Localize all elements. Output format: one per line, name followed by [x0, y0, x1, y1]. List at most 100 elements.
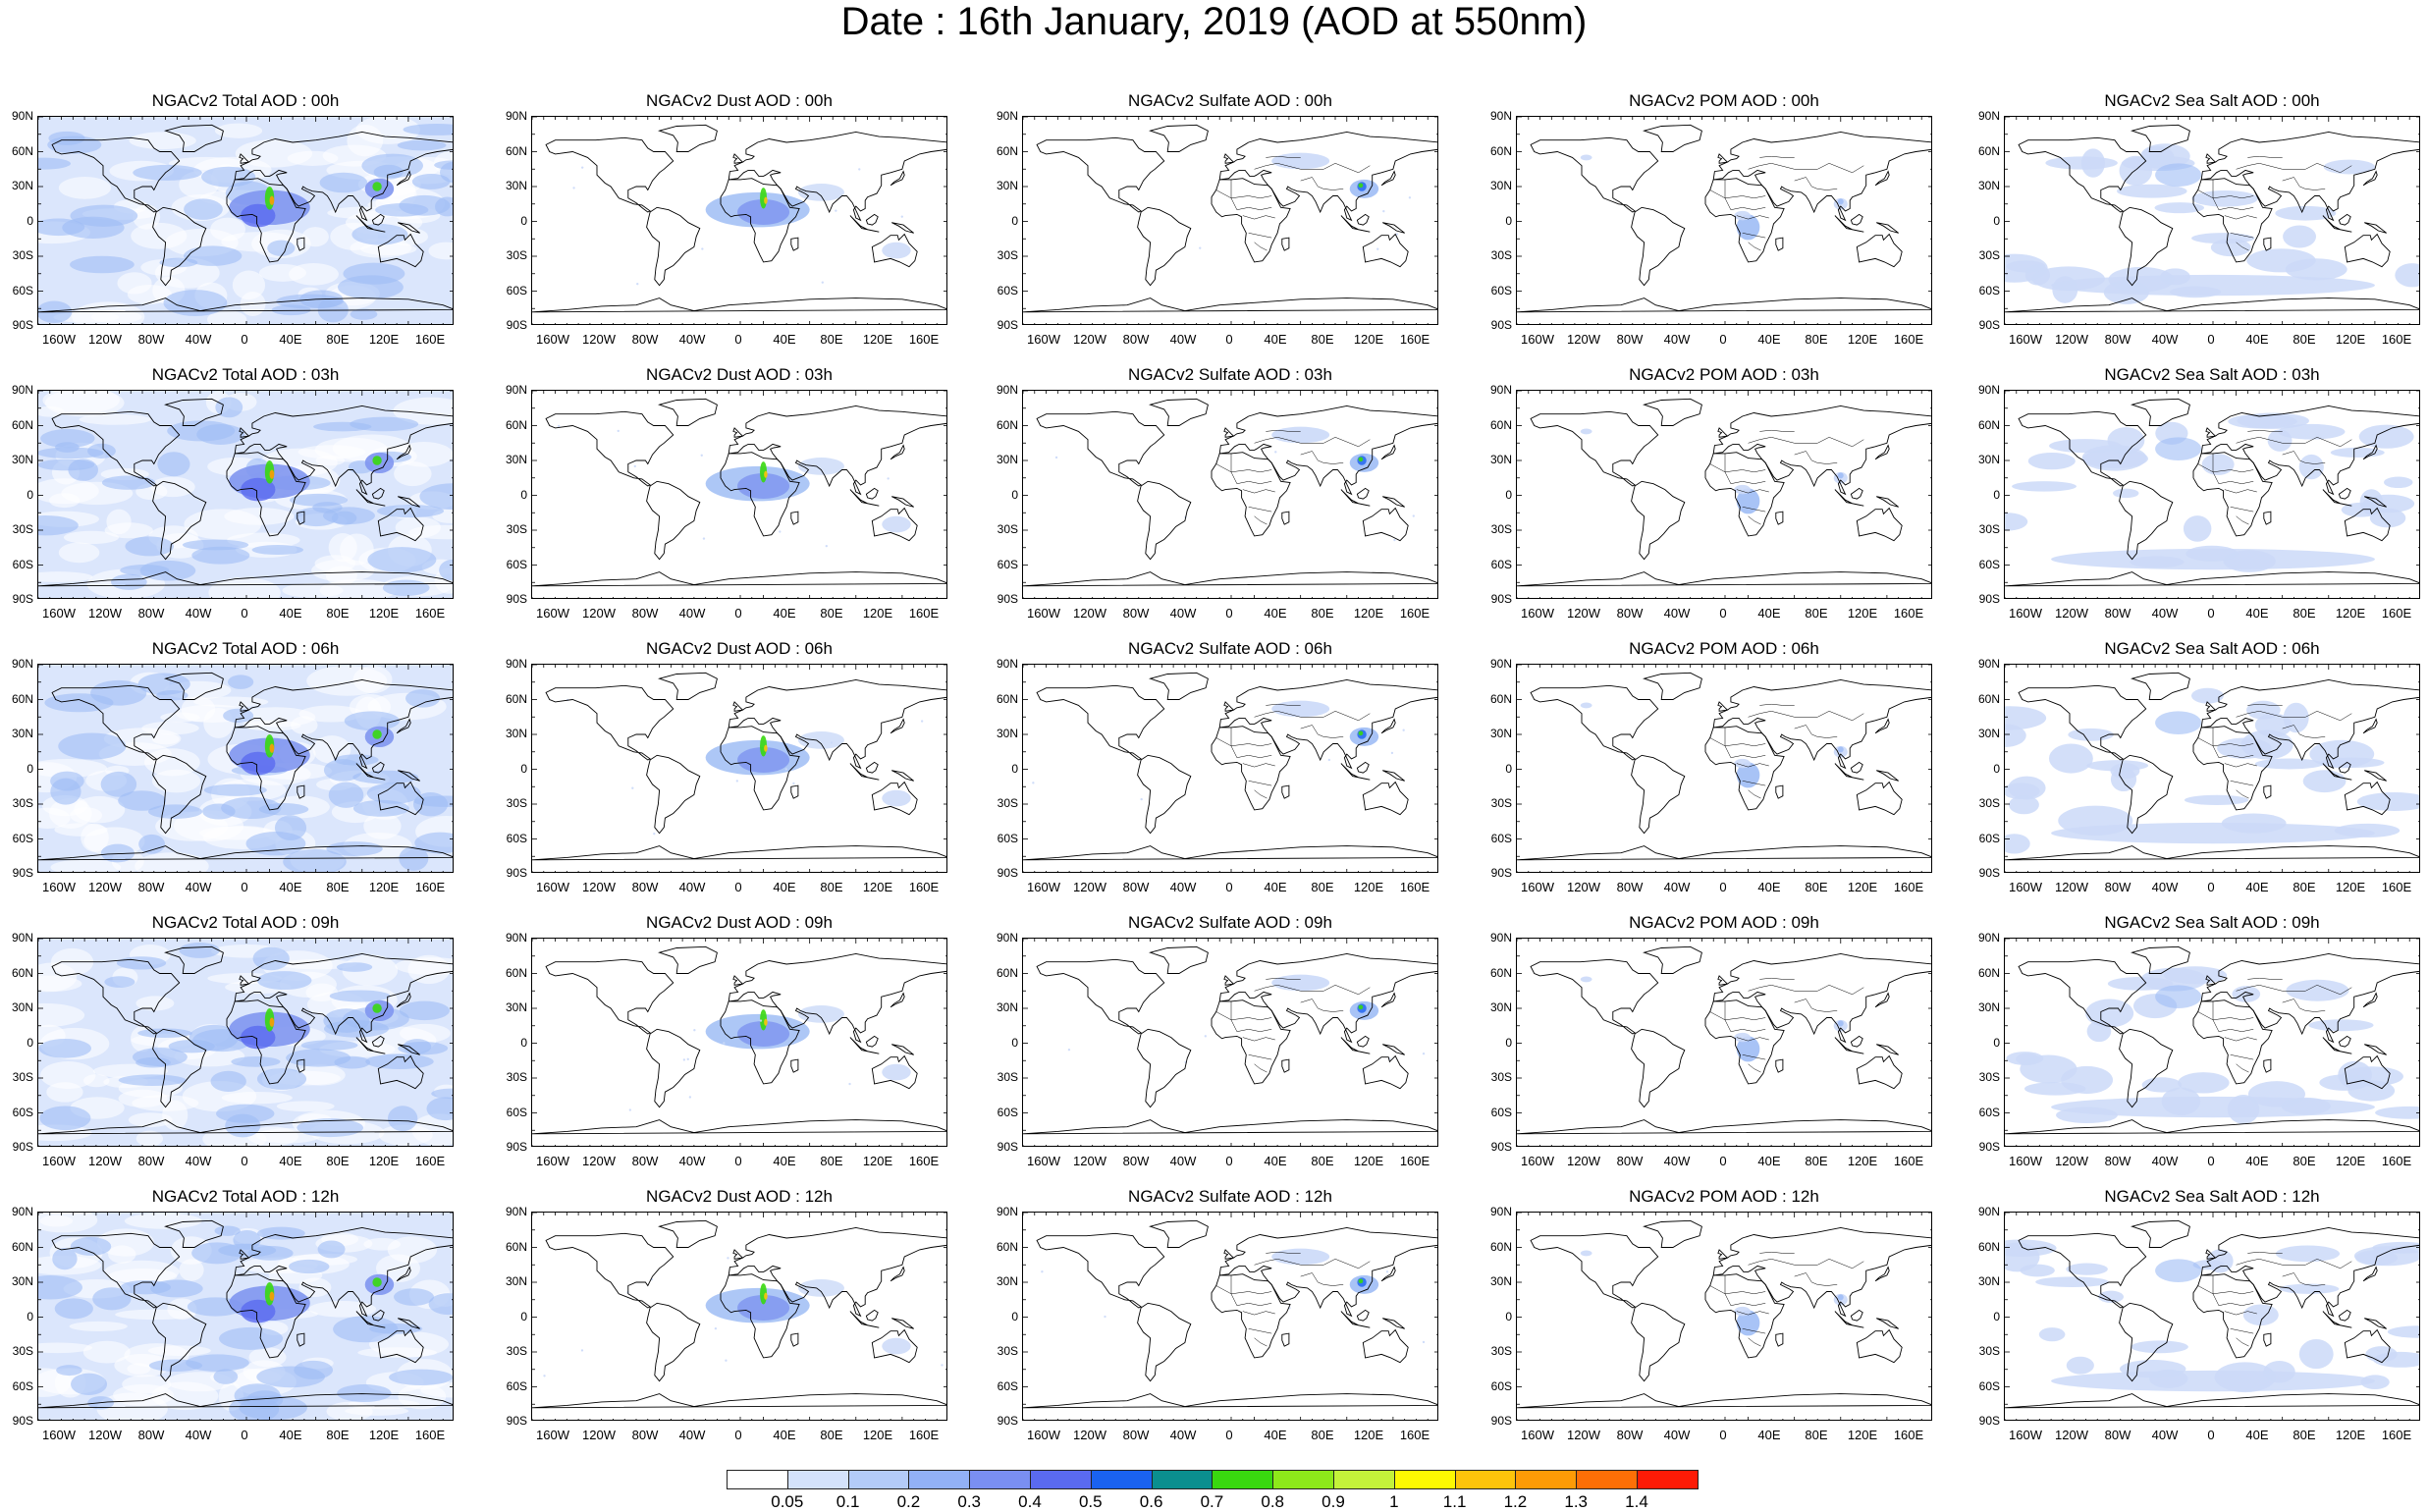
coastline — [732, 1249, 744, 1260]
coastline — [728, 405, 946, 496]
coastline — [871, 781, 918, 816]
aod-field-patch — [2009, 795, 2039, 815]
aod-field-patch — [365, 1053, 434, 1069]
aod-field-patch — [835, 209, 837, 212]
aod-field-patch — [1736, 1036, 1760, 1062]
aod-field-patch — [163, 290, 228, 316]
aod-field-patch — [700, 454, 703, 457]
coastline — [398, 496, 420, 508]
coastline — [732, 975, 744, 986]
aod-field-patch — [1271, 700, 1330, 718]
longitude-label: 80E — [326, 1428, 350, 1442]
coastline — [377, 781, 424, 816]
longitude-label: 40E — [1264, 880, 1287, 894]
longitude-label: 120W — [1567, 880, 1600, 894]
aod-field-patch — [79, 413, 151, 425]
longitude-label: 0 — [1225, 880, 1233, 894]
coastline — [1712, 405, 1931, 496]
aod-field-patch — [151, 769, 201, 793]
aod-field-patch — [286, 1049, 351, 1067]
longitude-label: 160W — [2009, 1428, 2042, 1442]
aod-field-patch — [326, 1401, 373, 1420]
aod-field-patch — [329, 990, 391, 1002]
longitude-label: 160E — [908, 606, 940, 621]
coastline — [1218, 405, 1437, 496]
longitude-label: 40W — [185, 1154, 212, 1168]
coastline — [1362, 1328, 1409, 1364]
latitude-label: 60S — [1978, 832, 2000, 845]
latitude-label: 60S — [997, 284, 1018, 297]
longitude-label: 80E — [2293, 880, 2316, 894]
country-border — [1748, 711, 1864, 722]
latitude-label: 60N — [996, 144, 1018, 158]
coastline — [38, 845, 453, 861]
coastline — [1643, 672, 1702, 700]
coastline — [1382, 1318, 1405, 1329]
coastline — [2018, 1232, 2147, 1309]
longitude-label: 160E — [908, 1428, 940, 1442]
coastline — [890, 992, 905, 1008]
latitude-label: 60N — [11, 692, 33, 706]
coastline — [1382, 1044, 1405, 1055]
longitude-label: 40W — [185, 332, 212, 347]
world-map — [1517, 391, 1931, 598]
latitude-label: 0 — [1993, 488, 2000, 502]
coastline — [1281, 511, 1290, 525]
longitude-label: 40W — [2151, 1428, 2179, 1442]
longitude-label: 120E — [2335, 606, 2366, 621]
aod-field-patch — [389, 1369, 453, 1385]
latitude-label: 60N — [11, 144, 33, 158]
coastline — [1631, 754, 1686, 835]
aod-field-patch — [848, 1082, 851, 1086]
aod-field-patch — [157, 452, 190, 477]
latitude-label: 60N — [996, 1240, 1018, 1254]
latitude-label: 90S — [12, 1140, 33, 1154]
coastline — [728, 1226, 946, 1318]
aod-field-patch — [256, 1366, 325, 1388]
coastline — [728, 131, 946, 222]
coastline — [2018, 958, 2147, 1035]
latitude-label: 30S — [997, 1070, 1018, 1084]
coastline — [1856, 1328, 1903, 1364]
longitude-label: 0 — [2207, 1154, 2215, 1168]
latitude-label: 30N — [1489, 453, 1512, 466]
coastline — [239, 427, 250, 438]
aod-field-patch — [283, 848, 347, 872]
longitude-label: 0 — [1225, 1428, 1233, 1442]
latitude-label: 30S — [997, 1344, 1018, 1358]
latitude-label: 90S — [12, 866, 33, 880]
coastline — [1530, 410, 1659, 487]
latitude-label: 30S — [506, 248, 527, 262]
coastline — [1036, 410, 1165, 487]
longitude-label: 40W — [1169, 1428, 1197, 1442]
aod-field-patch — [882, 1337, 911, 1355]
coastline — [1717, 701, 1729, 712]
longitude-label: 120W — [1073, 1428, 1106, 1442]
panel-title: NGACv2 Dust AOD : 12h — [646, 1187, 833, 1206]
longitude-label: 40E — [2245, 880, 2269, 894]
coastline — [239, 1249, 250, 1260]
aod-field-patch — [797, 184, 844, 201]
aod-field-patch — [2098, 1290, 2125, 1303]
latitude-label: 0 — [27, 1036, 33, 1050]
coastline — [152, 754, 207, 835]
aod-field-patch — [2117, 184, 2187, 198]
longitude-label: 40E — [1757, 332, 1781, 347]
aod-field-patch — [628, 1108, 632, 1111]
latitude-label: 90N — [11, 657, 33, 671]
longitude-label: 120W — [88, 606, 122, 621]
longitude-label: 0 — [1719, 332, 1727, 347]
latitude-label: 0 — [1505, 488, 1512, 502]
aod-field-patch — [151, 1381, 219, 1411]
aod-field-patch — [38, 807, 71, 829]
aod-field-patch — [2246, 248, 2316, 273]
longitude-label: 80E — [1311, 332, 1334, 347]
aod-field-patch — [399, 846, 429, 871]
longitude-label: 40E — [1264, 1428, 1287, 1442]
coastline — [1211, 726, 1291, 811]
longitude-label: 120E — [862, 1154, 893, 1168]
aod-field-patch — [269, 1291, 275, 1301]
coastline — [2362, 170, 2378, 187]
country-border — [2282, 999, 2326, 1012]
coastline — [1356, 1035, 1370, 1048]
